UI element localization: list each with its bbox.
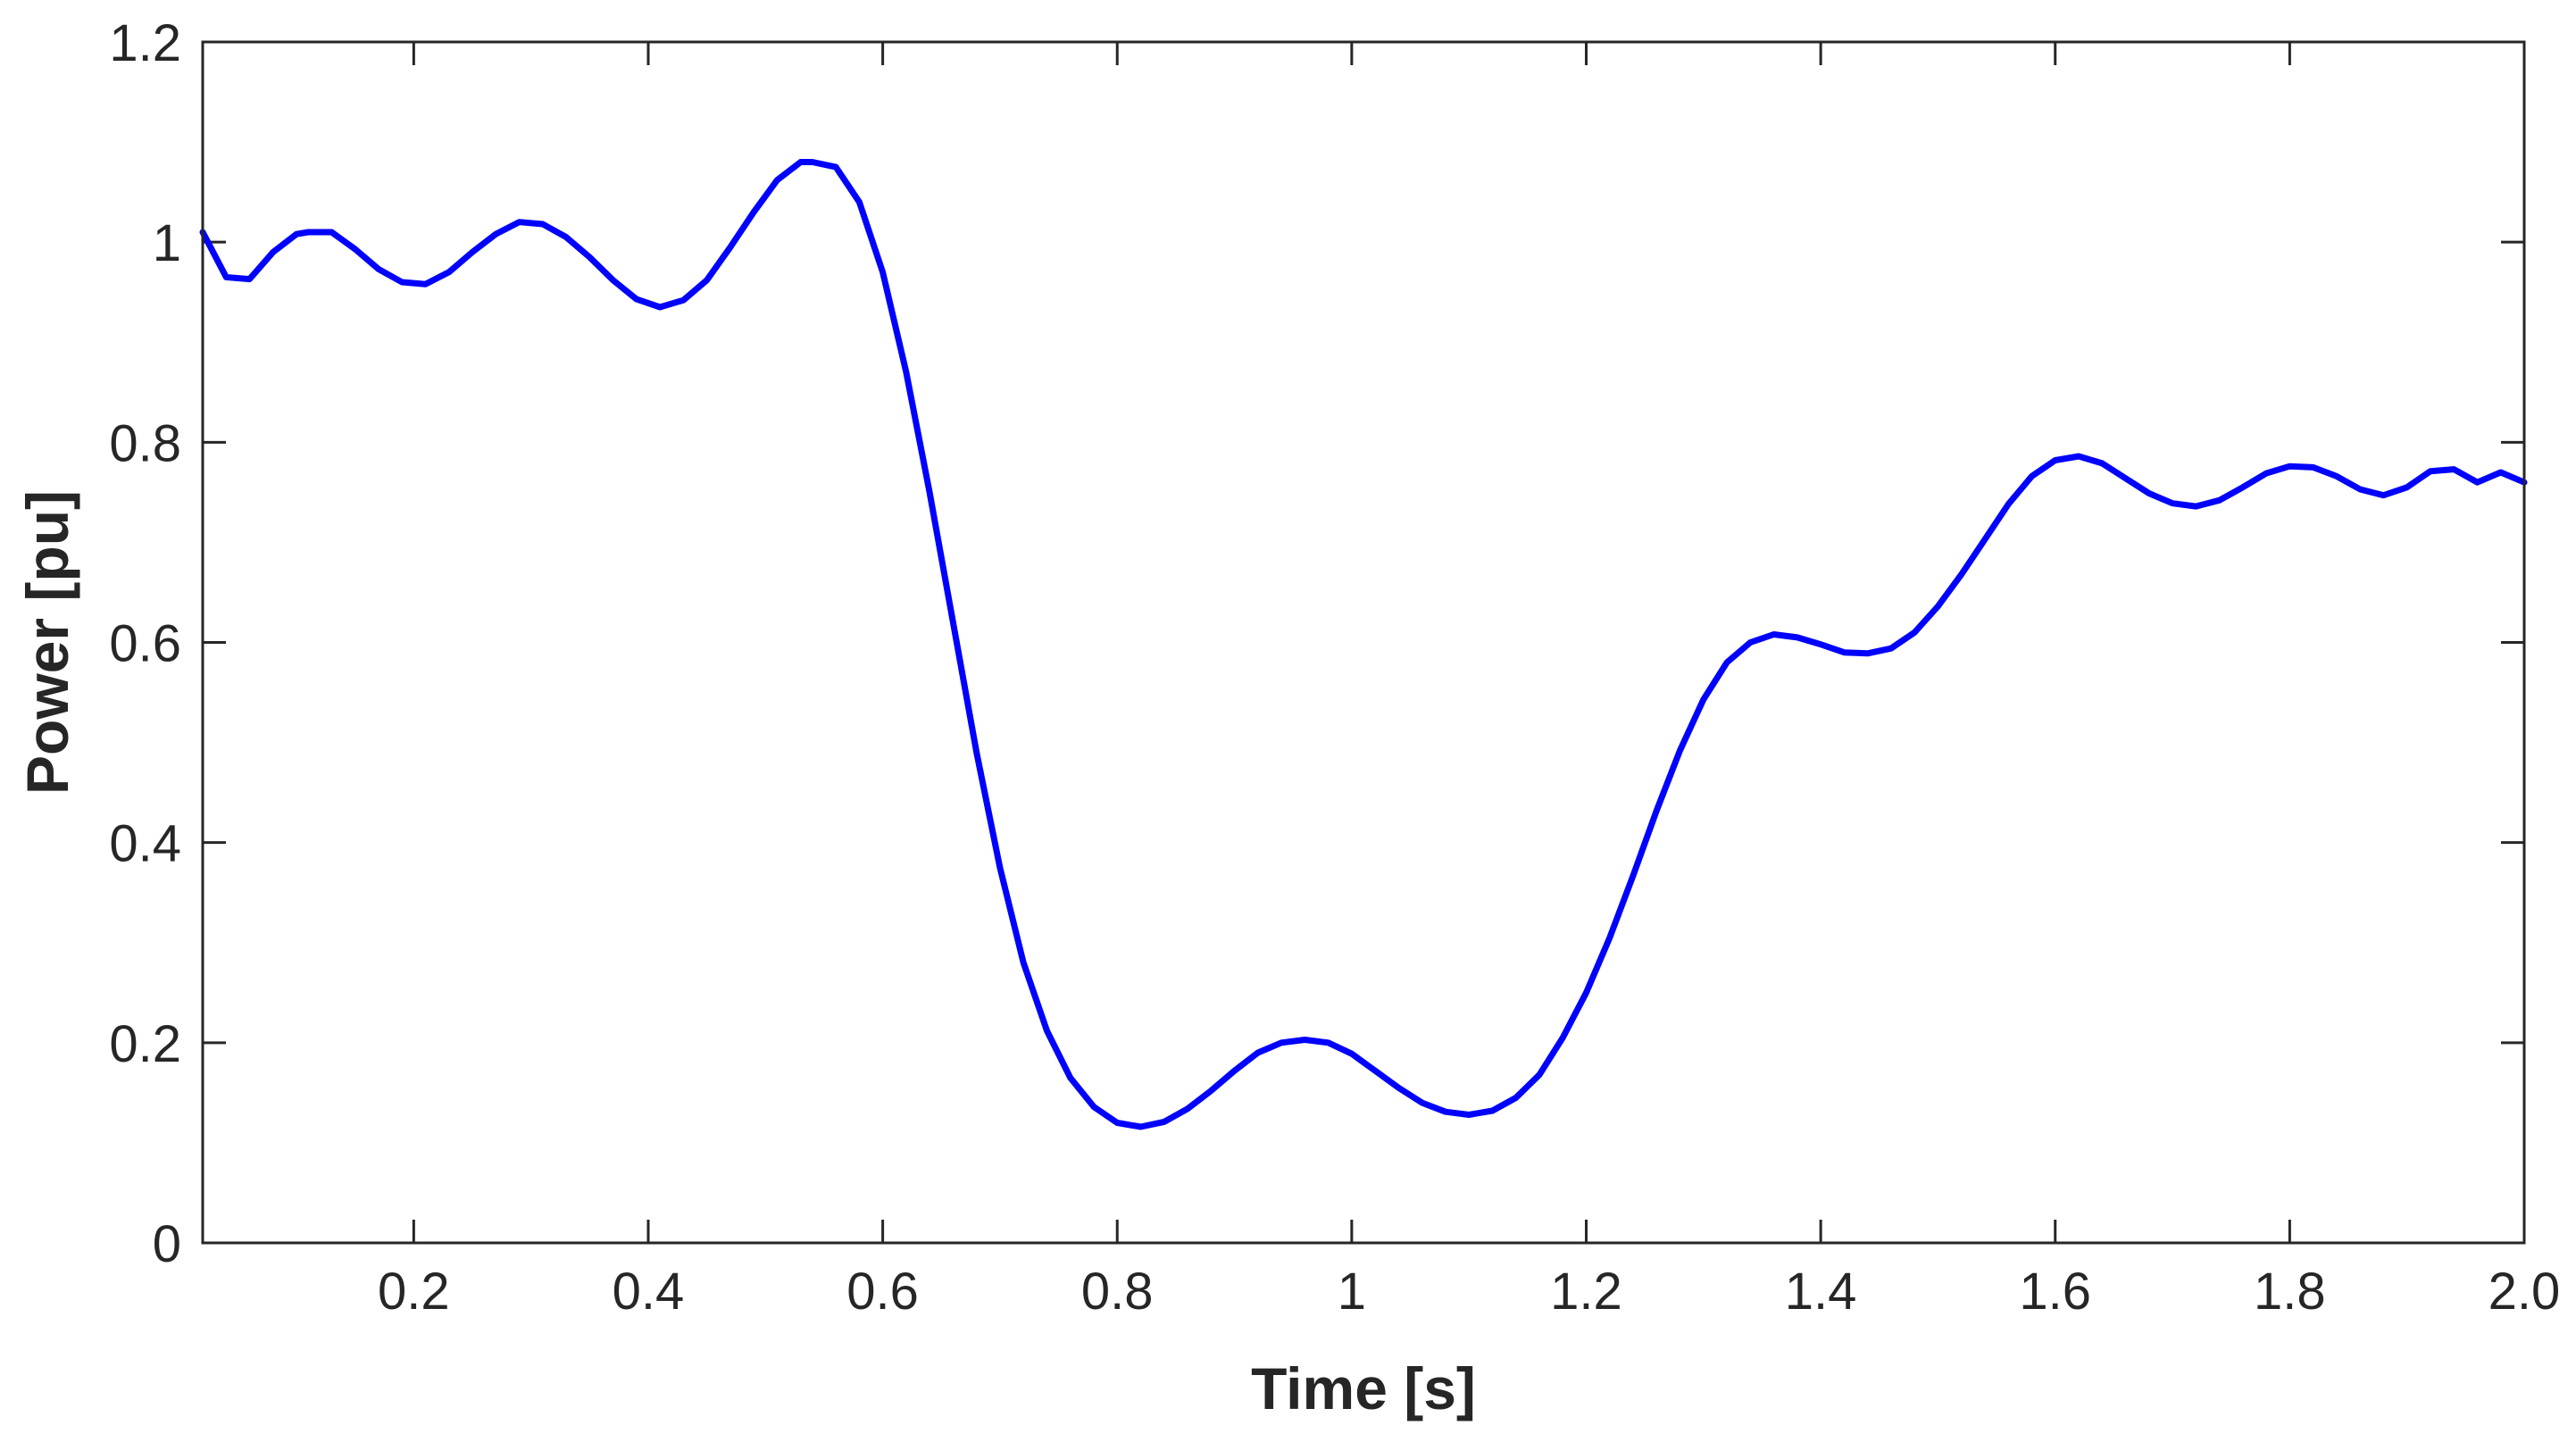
- x-axis-label: Time [s]: [1251, 1355, 1476, 1421]
- y-tick-label: 1.2: [109, 14, 181, 72]
- x-tick-labels: 0.2 0.4 0.6 0.8 1 1.2 1.4 1.6 1.8 2.0: [378, 1263, 2560, 1321]
- x-tick-label: 2.0: [2488, 1263, 2561, 1321]
- y-tick-label: 0.6: [109, 615, 181, 673]
- x-tick-label: 0.8: [1081, 1263, 1154, 1321]
- y-tick-label: 1: [153, 214, 181, 272]
- x-tick-label: 1.2: [1550, 1263, 1622, 1321]
- y-tick-label: 0: [153, 1215, 181, 1273]
- x-tick-label: 0.6: [846, 1263, 919, 1321]
- x-tick-label: 1.6: [2019, 1263, 2091, 1321]
- y-tick-label: 0.8: [109, 414, 181, 472]
- x-ticks: [412, 42, 2526, 1243]
- x-tick-label: 1.4: [1785, 1263, 1857, 1321]
- y-tick-label: 0.2: [109, 1015, 181, 1073]
- x-tick-label: 1.8: [2254, 1263, 2326, 1321]
- y-tick-labels: 0 0.2 0.4 0.6 0.8 1 1.2: [109, 14, 181, 1273]
- plot-frame: [201, 40, 2526, 1245]
- x-tick-label: 1: [1338, 1263, 1366, 1321]
- y-axis-label: Power [pu]: [14, 490, 80, 795]
- series-line-power: [199, 159, 2528, 1130]
- x-tick-label: 0.2: [378, 1263, 450, 1321]
- x-tick-label: 0.4: [613, 1263, 685, 1321]
- y-tick-label: 0.4: [109, 815, 181, 873]
